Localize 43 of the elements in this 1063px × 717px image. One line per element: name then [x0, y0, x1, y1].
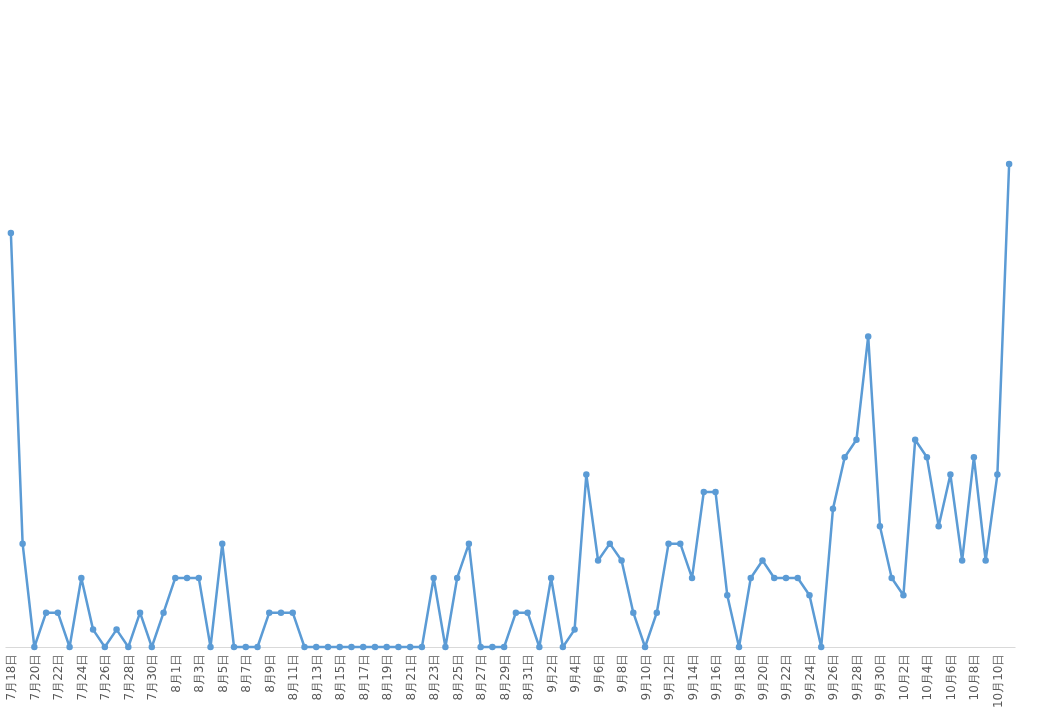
x-tick-label: 8月15日 [333, 653, 348, 701]
x-tick-label: 8月7日 [239, 653, 254, 693]
x-tick-label: 9月16日 [709, 653, 724, 701]
x-tick-label: 8月1日 [168, 653, 183, 693]
x-tick-label: 7月22日 [51, 653, 66, 701]
x-tick-label: 9月2日 [544, 653, 559, 693]
x-tick-label: 8月25日 [450, 653, 465, 701]
x-tick-label: 7月28日 [121, 653, 136, 701]
x-tick-label: 8月19日 [380, 653, 395, 701]
x-tick-label: 9月6日 [591, 653, 606, 693]
x-tick-label: 10月6日 [943, 653, 958, 701]
x-tick-label: 9月22日 [779, 653, 794, 701]
x-tick-label: 8月17日 [356, 653, 371, 701]
x-tick-label: 8月13日 [309, 653, 324, 701]
x-tick-label: 8月21日 [403, 653, 418, 701]
x-tick-label: 8月11日 [286, 653, 301, 701]
x-tick-label: 8月27日 [474, 653, 489, 701]
x-tick-label: 9月28日 [849, 653, 864, 701]
x-tick-label: 9月20日 [756, 653, 770, 701]
x-tick-label: 9月8日 [615, 653, 630, 693]
x-tick-label: 7月24日 [74, 653, 89, 701]
x-tick-label: 8月23日 [427, 653, 442, 701]
x-tick-label: 7月26日 [98, 653, 113, 701]
x-tick-label: 8月9日 [262, 653, 277, 693]
x-tick-label: 9月26日 [826, 653, 841, 701]
x-tick-label: 9月14日 [685, 653, 700, 701]
x-tick-label: 10月10日 [990, 653, 1005, 709]
x-tick-label: 8月29日 [497, 653, 512, 701]
x-tick-label: 7月30日 [145, 653, 160, 701]
x-tick-label: 10月4日 [920, 653, 935, 701]
x-tick-label: 9月12日 [662, 653, 677, 701]
x-tick-label: 9月24日 [802, 653, 817, 701]
x-tick-label: 9月4日 [568, 653, 583, 693]
x-tick-label: 9月10日 [638, 653, 653, 701]
x-tick-label: 9月18日 [732, 653, 747, 701]
x-tick-label: 7月20日 [27, 653, 42, 701]
x-tick-label: 7月18日 [4, 653, 19, 701]
x-tick-label: 10月2日 [896, 653, 911, 701]
x-tick-label: 8月3日 [192, 653, 207, 693]
x-tick-label: 9月30日 [873, 653, 888, 701]
x-tick-label: 8月31日 [521, 653, 536, 701]
x-tick-label: 10月8日 [967, 653, 982, 701]
x-tick-label: 8月5日 [215, 653, 230, 693]
